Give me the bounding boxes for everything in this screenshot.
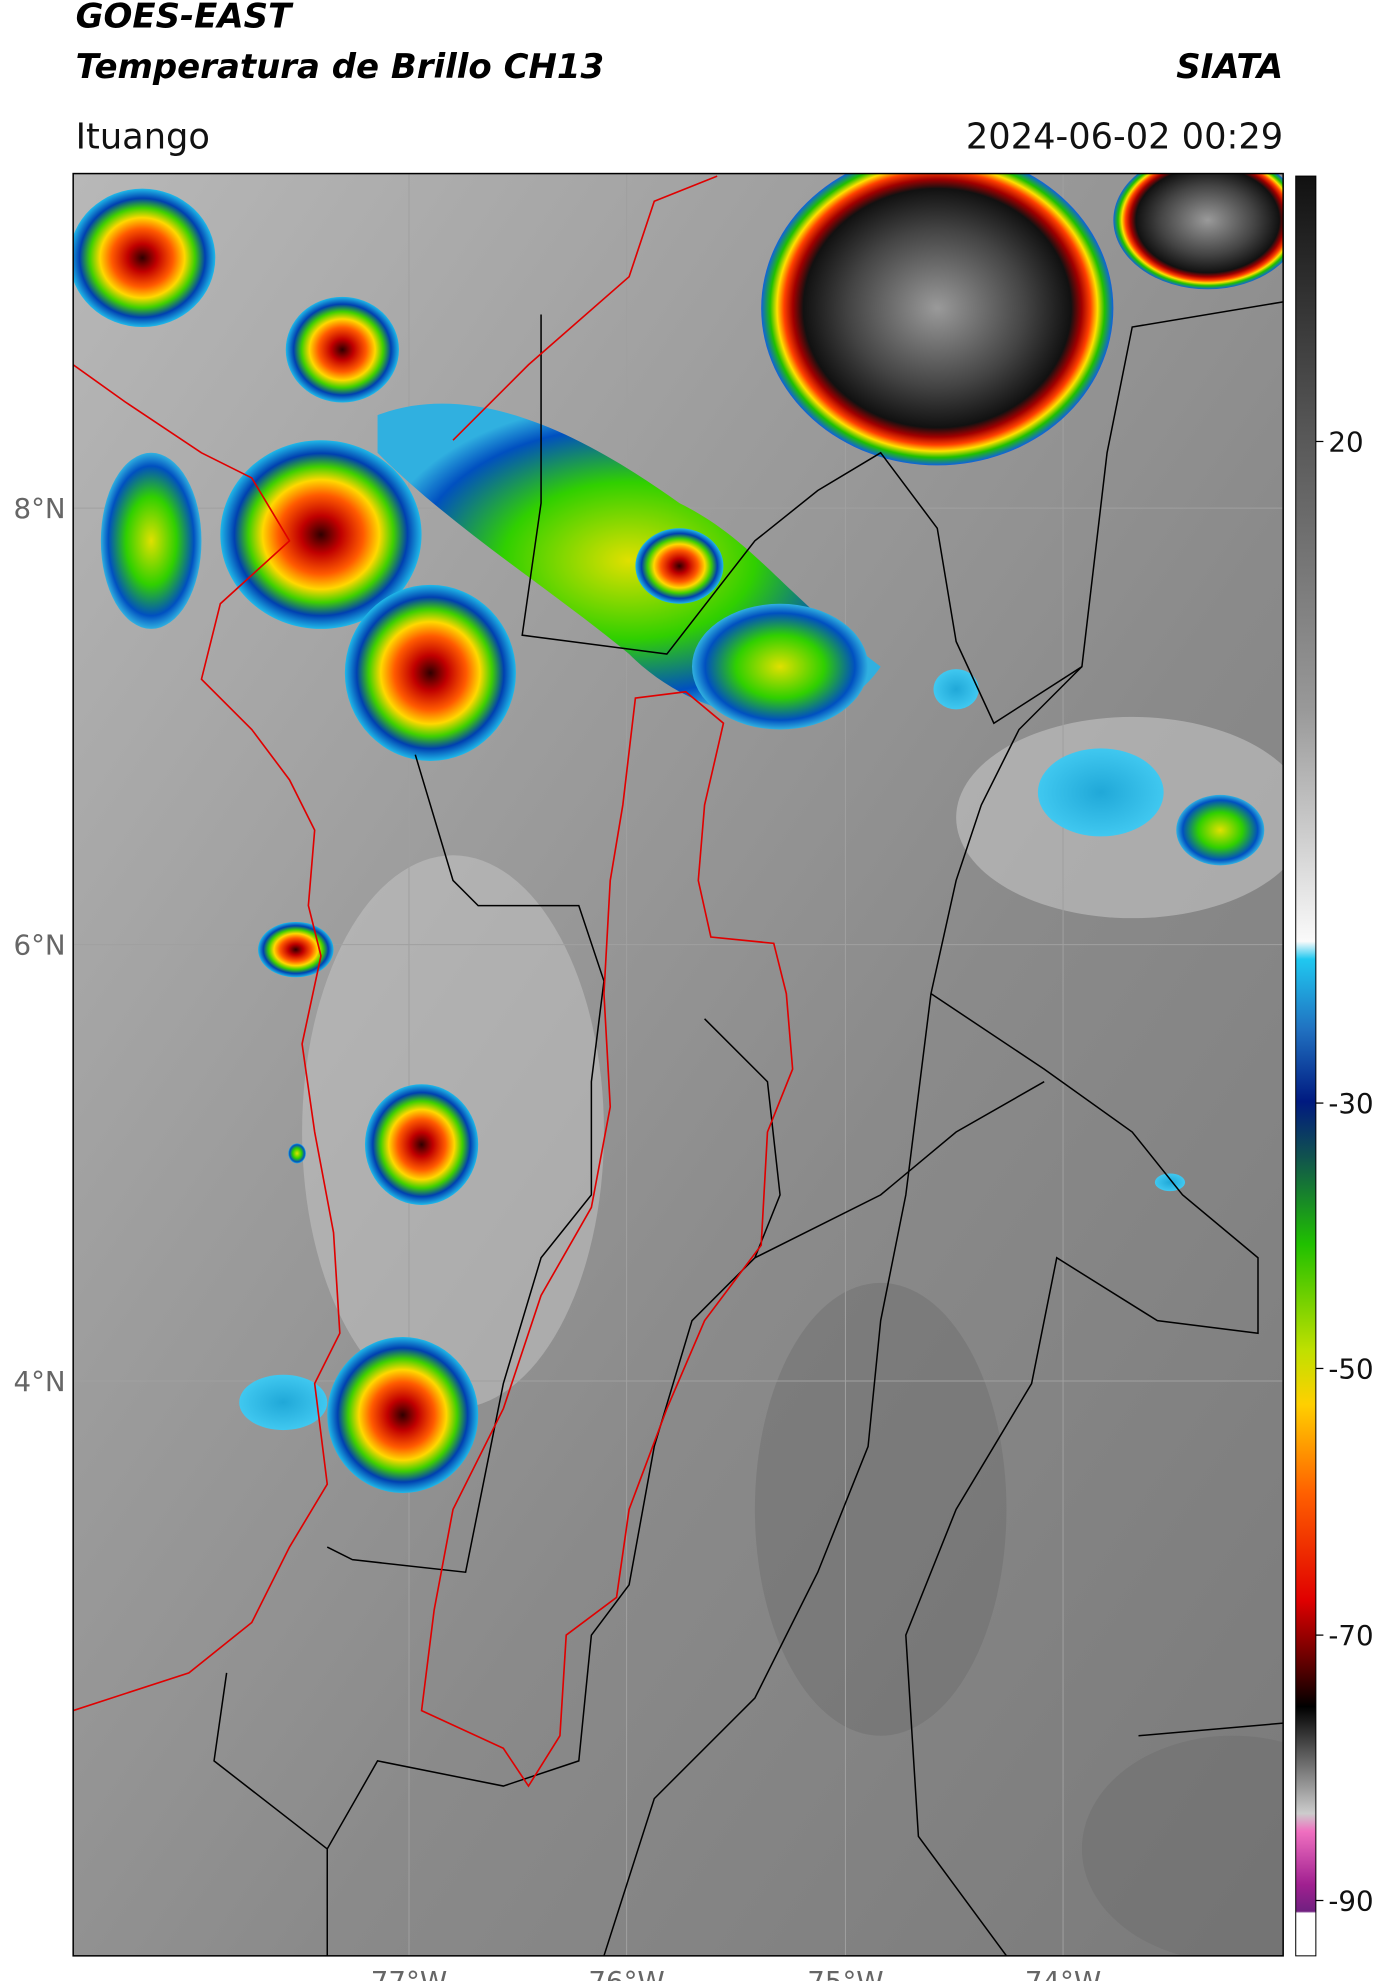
map-frame (72, 172, 1284, 1957)
datetime: 2024-06-02 00:29 (966, 116, 1283, 157)
lat-label: 8°N (14, 492, 66, 525)
map-background (73, 173, 1284, 1956)
colorbar (1295, 175, 1317, 1957)
location: Ituango (76, 116, 210, 157)
lon-label: 74°W (1025, 1965, 1101, 1981)
lat-label: 6°N (14, 929, 66, 962)
title-line-2: Temperatura de Brillo CH13 (76, 47, 604, 87)
title-line-1: GOES-EAST (76, 0, 294, 37)
colorbar-tick-label: -70 (1328, 1619, 1373, 1652)
lat-label: 4°N (14, 1365, 66, 1398)
colorbar-ticks (1315, 440, 1324, 1902)
admin-borders (213, 301, 1284, 1956)
boundary-outlines (73, 175, 794, 1788)
colorbar-tick-label: -50 (1328, 1353, 1373, 1386)
lon-label: 75°W (807, 1965, 883, 1981)
organization: SIATA (1176, 47, 1283, 87)
lon-label: 77°W (371, 1965, 447, 1981)
terrain-shade (754, 1282, 1007, 1736)
colorbar-tick-label: -90 (1328, 1885, 1373, 1918)
colorbar-tick-label: -30 (1328, 1087, 1373, 1120)
terrain-shade (1081, 1735, 1284, 1956)
cloud-tops (73, 173, 1284, 1493)
map (73, 173, 1284, 1956)
lon-label: 76°W (588, 1965, 664, 1981)
colorbar-tick-label: 20 (1328, 426, 1363, 459)
